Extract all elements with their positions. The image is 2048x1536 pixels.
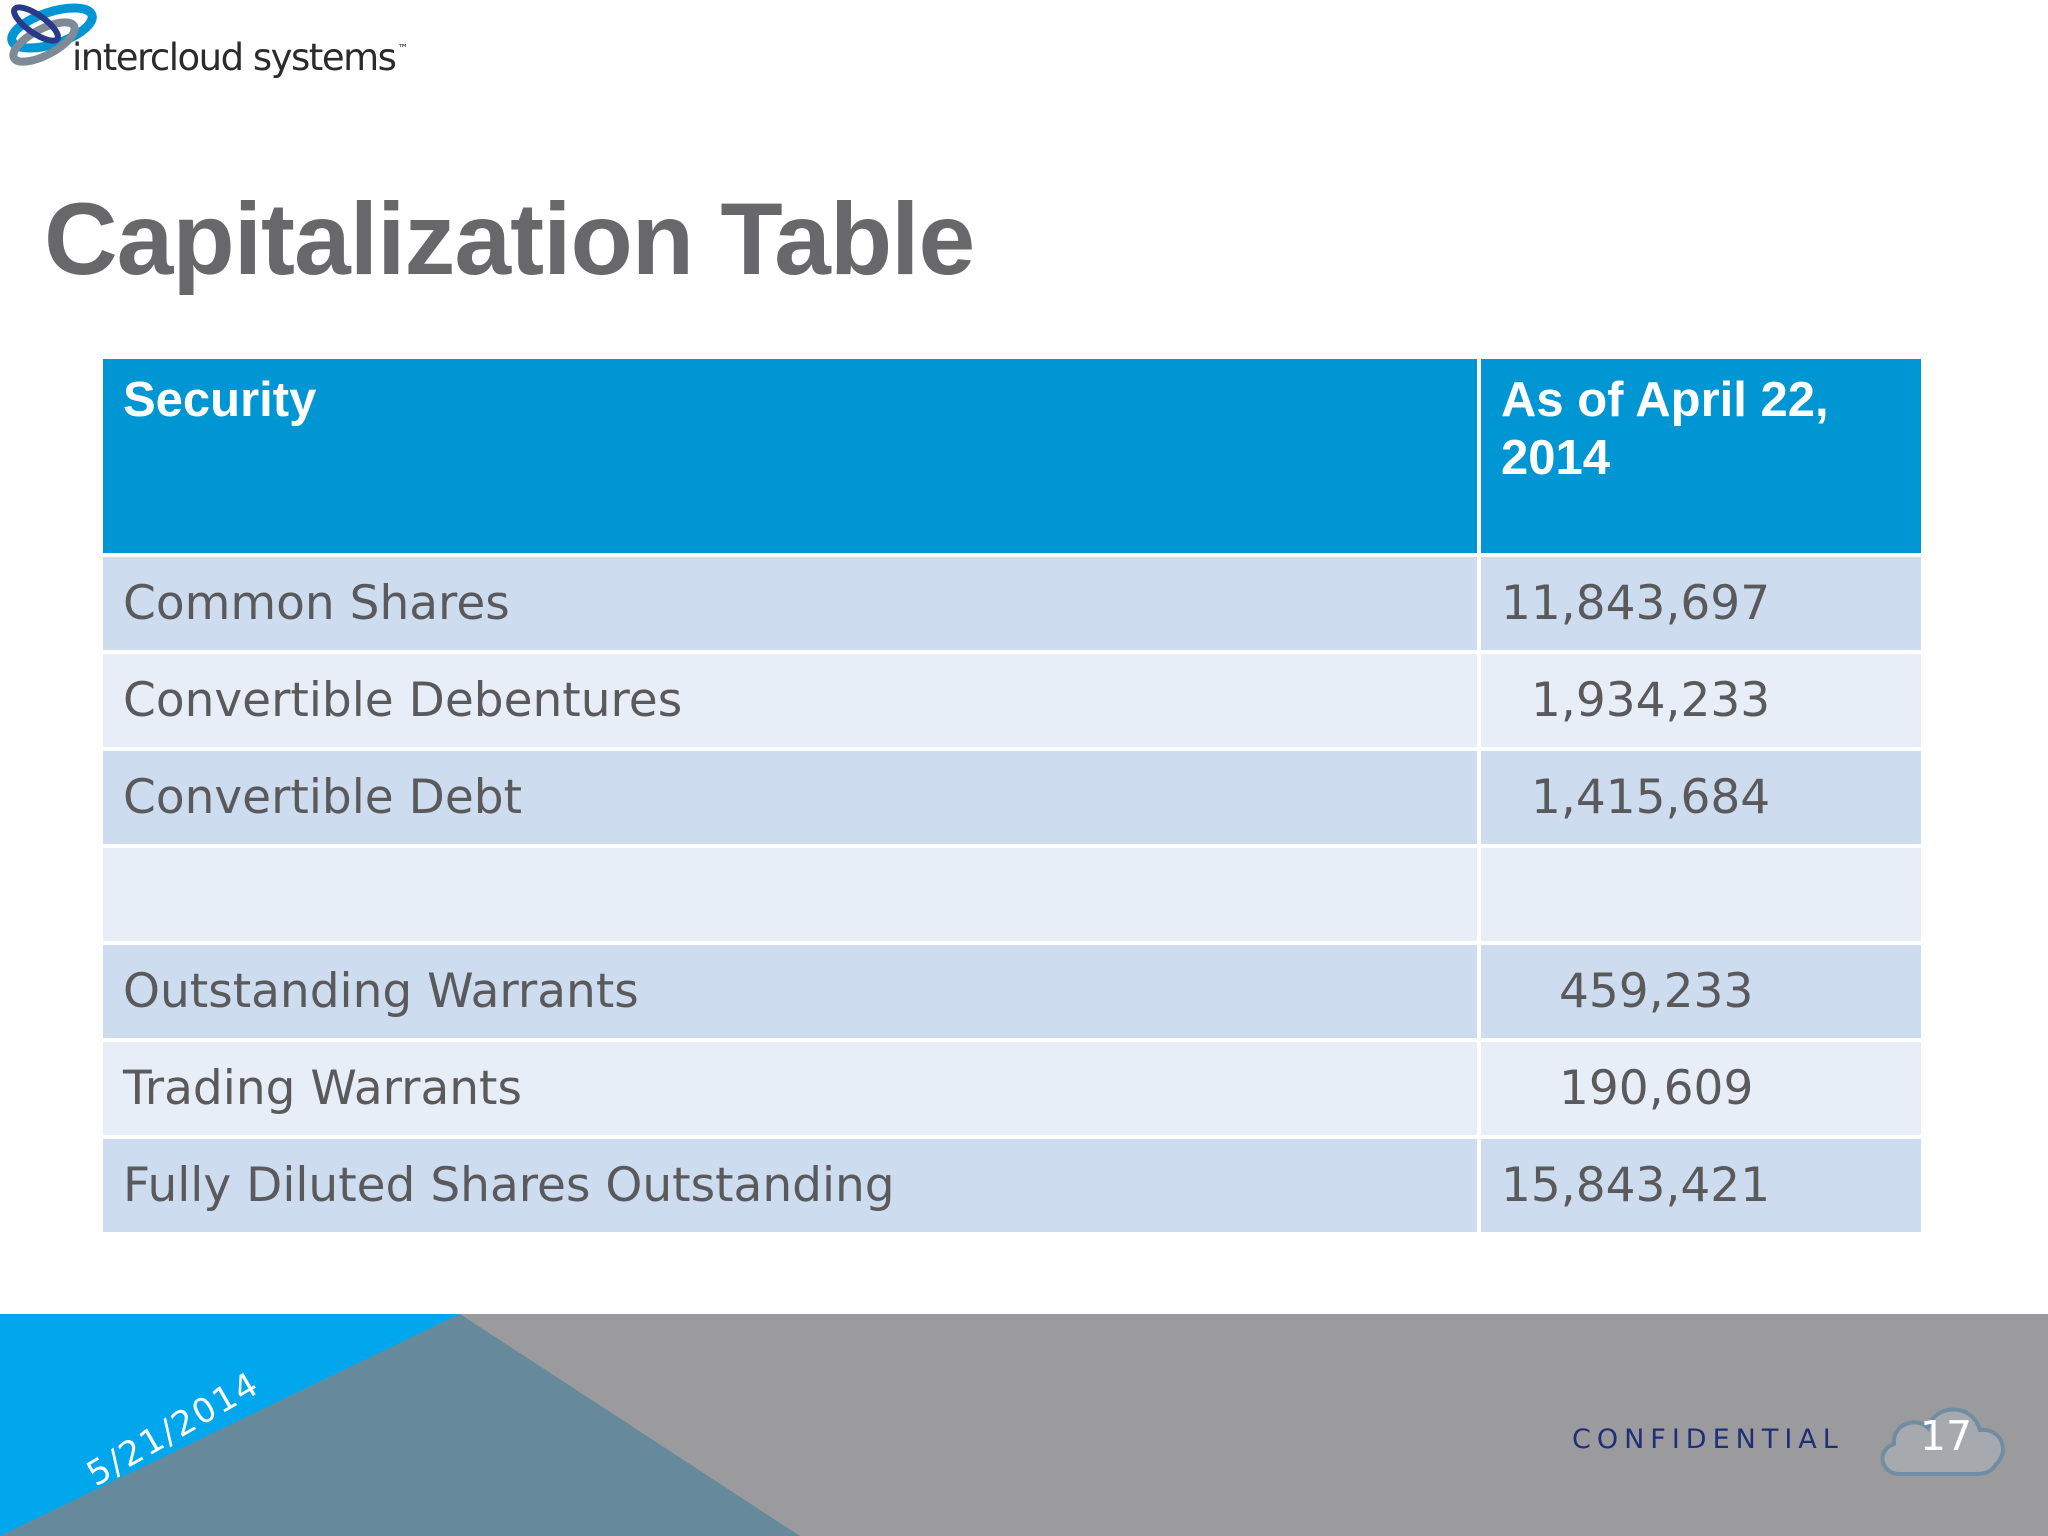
- interlocking-rings-logo-icon: [7, 3, 97, 66]
- logo-wordmark: intercloud systems: [72, 36, 397, 79]
- value-cell: 190,609: [1481, 1042, 1921, 1135]
- column-header-security: Security: [103, 359, 1477, 553]
- value-cell: 11,843,697: [1481, 557, 1921, 650]
- security-cell: Convertible Debt: [103, 751, 1477, 844]
- footer-decoration: [0, 1314, 800, 1536]
- security-cell: Trading Warrants: [103, 1042, 1477, 1135]
- value-cell: 1,415,684: [1481, 751, 1921, 844]
- table-row: Outstanding Warrants 459,233: [103, 945, 1921, 1038]
- table-row-total: Fully Diluted Shares Outstanding 15,843,…: [103, 1139, 1921, 1232]
- table-row: Convertible Debt 1,415,684: [103, 751, 1921, 844]
- capitalization-table: Security As of April 22, 2014 Common Sha…: [99, 355, 1925, 1236]
- column-header-as-of-date: As of April 22, 2014: [1481, 359, 1921, 553]
- table-row-empty: [103, 848, 1921, 941]
- page-title: Capitalization Table: [44, 182, 975, 296]
- trademark-symbol: ™: [397, 42, 409, 55]
- value-cell: [1481, 848, 1921, 941]
- value-cell: 459,233: [1481, 945, 1921, 1038]
- company-logo: intercloud systems ™: [4, 2, 424, 92]
- security-cell: Fully Diluted Shares Outstanding: [103, 1139, 1477, 1232]
- security-cell: Convertible Debentures: [103, 654, 1477, 747]
- security-cell: Common Shares: [103, 557, 1477, 650]
- value-cell: 15,843,421: [1481, 1139, 1921, 1232]
- confidential-label: CONFIDENTIAL: [1572, 1424, 1844, 1455]
- footer-band: [0, 1314, 2048, 1536]
- cloud-icon: [1880, 1407, 2005, 1476]
- page-number: 17: [1919, 1412, 1973, 1460]
- security-cell: Outstanding Warrants: [103, 945, 1477, 1038]
- security-cell: [103, 848, 1477, 941]
- table-row: Convertible Debentures 1,934,233: [103, 654, 1921, 747]
- table-row: Common Shares 11,843,697: [103, 557, 1921, 650]
- table-header-row: Security As of April 22, 2014: [103, 359, 1921, 553]
- table-row: Trading Warrants 190,609: [103, 1042, 1921, 1135]
- value-cell: 1,934,233: [1481, 654, 1921, 747]
